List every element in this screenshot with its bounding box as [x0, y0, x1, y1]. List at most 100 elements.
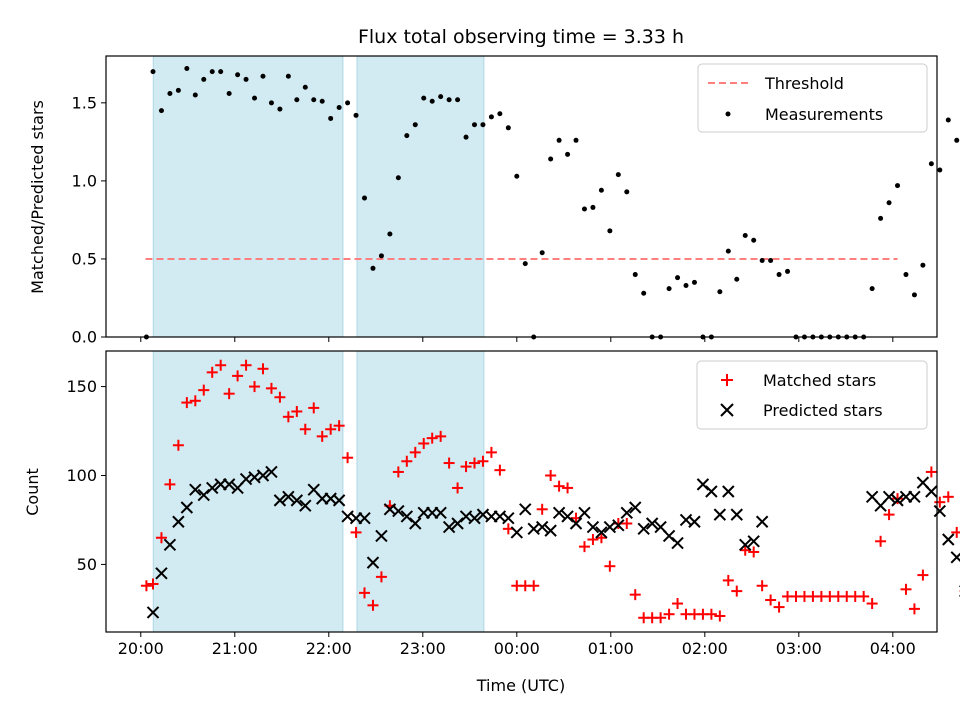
measurements-legend-marker [725, 111, 731, 117]
measurement-point [954, 137, 960, 143]
predicted-star-point [595, 526, 608, 539]
matched-star-point [595, 532, 607, 544]
measurement-point [463, 134, 469, 140]
measurement-point [615, 172, 621, 178]
predicted-star-point [510, 526, 524, 539]
top-panel: 0.0 0.5 1.0 1.5 Matched/Predicted stars Thr… [28, 55, 960, 347]
predicted-star-point [933, 504, 947, 518]
matched-star-point [672, 598, 684, 610]
matched-star-point [468, 457, 480, 469]
predicted-star-point [552, 506, 566, 520]
measurement-point [243, 76, 249, 82]
measurement-point [903, 272, 909, 278]
measurement-point [480, 122, 486, 128]
predicted-star-point [366, 556, 380, 569]
matched-star-point [460, 461, 472, 473]
predicted-star-point [206, 481, 219, 495]
predicted-star-point [256, 469, 270, 482]
measurement-point [446, 97, 452, 103]
matched-star-point [951, 526, 960, 538]
matched-star-point [892, 493, 904, 505]
matched-star-point [350, 526, 362, 538]
predicted-star-point [222, 478, 236, 491]
measurement-point [488, 114, 494, 120]
measurement-point [886, 200, 892, 206]
measurement-point [895, 183, 901, 189]
measurement-point [209, 69, 215, 75]
matched-star-point [299, 423, 311, 435]
predicted-star-point [172, 515, 185, 528]
measurement-point [522, 261, 528, 267]
measurement-point [429, 98, 435, 104]
matched-star-point [875, 535, 887, 547]
x-tick-label: 22:00 [306, 639, 352, 658]
y-tick-label: 0.0 [72, 328, 97, 347]
measurement-point [201, 76, 207, 82]
predicted-star-point [882, 490, 896, 504]
matched-star-point [359, 587, 371, 599]
bottom-legend-box [696, 360, 928, 430]
matched-star-point [731, 585, 743, 597]
predicted-star-point [265, 465, 278, 479]
matched-star-point [265, 382, 277, 394]
matched-star-point [206, 366, 218, 378]
measurement-point [395, 175, 401, 181]
matched-star-point [291, 405, 303, 417]
matched-star-point [240, 359, 252, 371]
predicted-star-point [629, 501, 642, 514]
matched-star-point [578, 541, 590, 553]
measurement-point [319, 98, 325, 104]
measurement-point [362, 195, 368, 201]
matched-star-point [545, 469, 557, 481]
matched-star-point [282, 411, 294, 423]
measurement-point [666, 286, 672, 292]
shaded-region-1 [356, 350, 485, 633]
predicted-star-point [637, 522, 650, 536]
y-tick-label: 100 [66, 466, 97, 485]
measurement-point [598, 187, 604, 193]
matched-star-point [528, 580, 540, 592]
measurement-point [565, 151, 571, 157]
measurement-point [311, 97, 317, 103]
matched-star-point [917, 569, 929, 581]
matched-star-point [392, 466, 404, 478]
measurement-point [412, 122, 418, 128]
matched-star-point [401, 455, 413, 467]
y-tick-label: 150 [66, 377, 97, 396]
matched-star-point [663, 608, 675, 620]
matched-star-point [215, 359, 227, 371]
measurement-point [675, 275, 681, 281]
measurement-point [539, 250, 545, 256]
matched-star-point [452, 482, 464, 494]
legend-predicted: Predicted stars [763, 401, 883, 420]
predicted-star-point [544, 524, 557, 537]
predicted-star-point [442, 520, 456, 534]
predicted-star-point [578, 506, 591, 520]
matched-star-point [316, 430, 328, 442]
measurement-point [505, 125, 511, 131]
legend-matched: Matched stars [763, 371, 876, 390]
matched-star-point [604, 560, 616, 572]
measurement-point [285, 73, 291, 79]
measurement-point [717, 289, 723, 295]
measurement-point [869, 286, 875, 292]
measurement-point [252, 95, 258, 101]
measurement-point [192, 92, 198, 98]
shaded-region-1 [356, 55, 485, 338]
measurement-point [471, 122, 477, 128]
x-tick-label: 02:00 [682, 639, 728, 658]
chart-title: Flux total observing time = 3.33 h [358, 26, 684, 48]
matched-star-point [866, 598, 878, 610]
y-tick-label: 1.5 [72, 93, 97, 112]
measurement-point [353, 112, 359, 118]
matched-star-point [908, 603, 920, 615]
x-tick-label: 03:00 [776, 639, 822, 658]
matched-star-point [418, 437, 430, 449]
predicted-star-point [612, 519, 625, 532]
measurement-point [920, 262, 926, 268]
matched-star-point [562, 482, 574, 494]
matched-star-point [164, 478, 176, 490]
y-tick-label: 1.0 [72, 171, 97, 190]
predicted-star-point [375, 529, 388, 543]
measurement-point [302, 84, 308, 90]
